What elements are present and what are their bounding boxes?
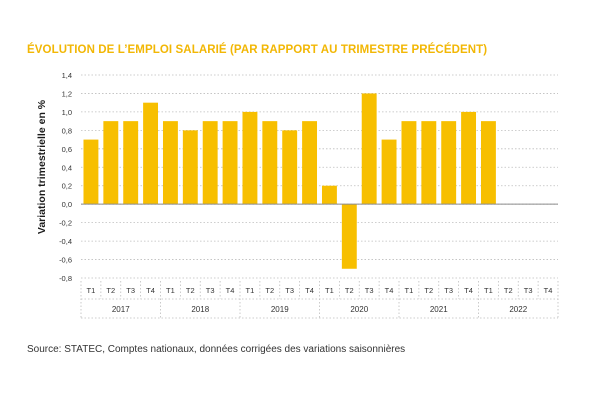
quarter-label: T4 <box>305 286 314 295</box>
bar <box>421 121 437 205</box>
y-tick-labels: 1,4 1,2 1,0 0,8 0,6 0,4 0,2 0,0 -0,2 -0,4 -0,6 -0,8 <box>59 71 72 283</box>
quarter-label: T2 <box>265 286 274 295</box>
y-tick-label: 0,6 <box>62 145 72 154</box>
bar <box>361 93 377 205</box>
quarter-label: T1 <box>325 286 334 295</box>
quarter-label: T3 <box>126 286 135 295</box>
quarter-label: T1 <box>484 286 493 295</box>
x-axis: T1 T2 T3 T4 T1 T2 T3 T4 T1 T2 T3 T4 T1 T2 T3 T4 T1 T2 T3 T4… <box>80 203 559 319</box>
quarter-label: T3 <box>206 286 215 295</box>
quarter-label: T1 <box>166 286 175 295</box>
quarter-label: T4 <box>385 286 394 295</box>
quarter-label: T2 <box>345 286 354 295</box>
quarter-label: T1 <box>246 286 255 295</box>
y-tick-label: 1,2 <box>62 89 72 98</box>
bar <box>123 121 139 205</box>
y-tick-label: 0,4 <box>62 163 72 172</box>
y-tick-label: 0,2 <box>62 182 72 191</box>
y-tick-label: -0,2 <box>59 219 72 228</box>
bar <box>103 121 119 205</box>
bar <box>143 102 159 205</box>
bar <box>401 121 417 205</box>
quarter-label: T2 <box>186 286 195 295</box>
bar <box>341 204 357 269</box>
quarter-label: T2 <box>504 286 513 295</box>
bar <box>262 121 278 205</box>
bar-chart: 1,4 1,2 1,0 0,8 0,6 0,4 0,2 0,0 -0,2 -0,4 -0,6 -0,8… <box>36 71 559 319</box>
year-label: 2017 <box>112 305 130 314</box>
y-tick-label: 0,8 <box>62 126 72 135</box>
bar <box>162 121 178 205</box>
quarter-label: T3 <box>444 286 453 295</box>
quarter-label: T4 <box>226 286 235 295</box>
year-label: 2022 <box>509 305 527 314</box>
quarter-label: T1 <box>87 286 96 295</box>
source-note: Source: STATEC, Comptes nationaux, donné… <box>27 344 406 355</box>
bar <box>441 121 457 205</box>
y-tick-label: -0,6 <box>59 256 72 265</box>
year-label: 2020 <box>350 305 368 314</box>
quarter-label: T3 <box>365 286 374 295</box>
quarter-label: T3 <box>285 286 294 295</box>
bar <box>242 111 258 205</box>
bar <box>222 121 238 205</box>
chart-title: ÉVOLUTION DE L’EMPLOI SALARIÉ (PAR RAPPO… <box>27 44 488 56</box>
bar <box>381 139 397 205</box>
bar <box>302 121 318 205</box>
bar <box>461 111 477 205</box>
y-tick-label: 0,0 <box>62 200 72 209</box>
quarter-label: T2 <box>106 286 115 295</box>
quarter-label: T4 <box>464 286 473 295</box>
year-label: 2018 <box>191 305 209 314</box>
bar <box>202 121 218 205</box>
y-tick-label: 1,4 <box>62 71 72 80</box>
quarter-label: T4 <box>146 286 155 295</box>
bar <box>182 130 198 205</box>
bar <box>282 130 298 205</box>
y-tick-label: -0,8 <box>59 274 72 283</box>
y-axis-label: Variation trimestrielle en % <box>36 99 48 234</box>
y-tick-label: -0,4 <box>59 237 72 246</box>
bars <box>83 93 496 269</box>
bar <box>321 185 337 205</box>
bar <box>480 121 496 205</box>
year-label: 2021 <box>430 305 448 314</box>
year-label: 2019 <box>271 305 289 314</box>
y-tick-label: 1,0 <box>62 108 72 117</box>
quarter-label: T3 <box>524 286 533 295</box>
quarter-label: T2 <box>424 286 433 295</box>
quarter-label: T1 <box>405 286 414 295</box>
bar <box>83 139 99 205</box>
quarter-label: T4 <box>544 286 553 295</box>
